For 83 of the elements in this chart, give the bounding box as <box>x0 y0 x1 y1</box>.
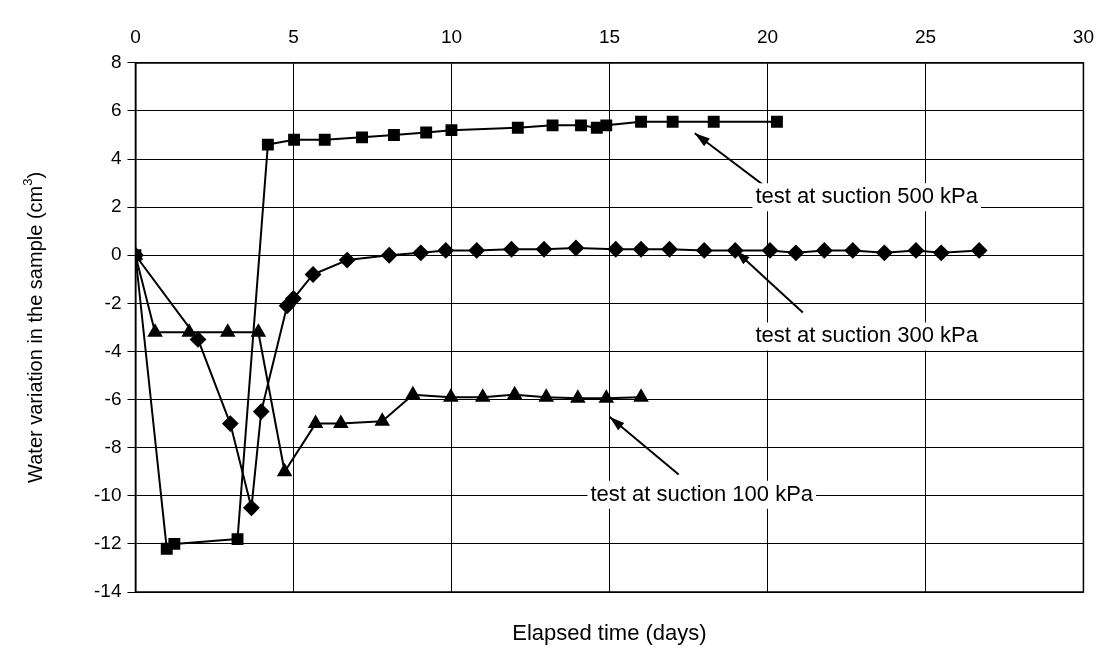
point <box>787 244 804 261</box>
point <box>567 240 584 257</box>
point <box>251 324 266 337</box>
point <box>277 463 292 477</box>
point <box>971 242 988 259</box>
point <box>475 389 490 402</box>
y-tick-label: -14 <box>93 580 122 602</box>
point <box>243 499 260 516</box>
point <box>420 126 433 139</box>
point <box>727 242 744 259</box>
point <box>308 415 323 429</box>
x-tick-label: 10 <box>440 25 463 47</box>
point <box>220 324 235 337</box>
y-tick-label: -4 <box>104 339 122 361</box>
annotation: test at suction 500 kPa <box>755 183 979 209</box>
y-tick-label: -10 <box>93 484 122 506</box>
point <box>231 533 244 546</box>
y-tick-label: -8 <box>104 435 122 457</box>
point <box>468 242 485 259</box>
y-tick-label: 6 <box>110 99 122 121</box>
x-tick-label: 25 <box>914 25 937 47</box>
point <box>222 415 239 432</box>
point <box>285 290 302 307</box>
point <box>356 131 368 144</box>
point <box>600 119 613 132</box>
point <box>190 331 207 348</box>
point <box>575 119 587 132</box>
point <box>633 241 650 258</box>
point <box>539 389 554 402</box>
point <box>412 244 429 261</box>
point <box>375 413 390 426</box>
point <box>288 133 301 146</box>
point <box>503 241 520 258</box>
annotation: test at suction 100 kPa <box>590 480 814 506</box>
point <box>305 266 322 283</box>
annotation: test at suction 300 kPa <box>755 322 979 348</box>
point <box>333 415 348 429</box>
point <box>876 244 893 261</box>
point <box>437 242 454 259</box>
y-tick-label: -12 <box>93 532 122 554</box>
point <box>696 242 713 259</box>
point <box>318 133 331 146</box>
point <box>445 124 458 137</box>
point <box>168 537 181 550</box>
y-axis-title: Water variation in the sample (cm3) <box>19 171 46 483</box>
point <box>511 121 524 134</box>
point <box>907 242 924 259</box>
point <box>635 115 647 128</box>
point <box>607 241 624 258</box>
x-tick-label: 15 <box>598 25 621 47</box>
point <box>443 389 458 402</box>
y-tick-label: 0 <box>110 243 122 265</box>
y-tick-label: -6 <box>104 387 122 409</box>
point <box>633 389 649 402</box>
x-axis-title: Elapsed time (days) <box>512 620 707 646</box>
point <box>666 115 679 128</box>
x-tick-label: 0 <box>130 25 141 47</box>
point <box>770 115 783 128</box>
point <box>147 324 163 337</box>
point <box>261 138 274 151</box>
y-tick-label: 4 <box>110 147 122 169</box>
y-tick-label: 8 <box>110 51 122 73</box>
x-tick-label: 30 <box>1072 25 1094 47</box>
point <box>599 390 614 403</box>
point <box>536 241 553 258</box>
y-tick-label: -2 <box>104 291 122 313</box>
point <box>844 242 861 259</box>
point <box>933 244 950 261</box>
x-tick-label: 20 <box>756 25 779 47</box>
point <box>339 252 356 269</box>
point <box>570 390 585 403</box>
point <box>507 386 522 400</box>
point <box>387 129 400 141</box>
point <box>381 247 398 264</box>
x-tick-label: 5 <box>288 25 299 47</box>
point <box>707 115 720 128</box>
point <box>405 386 420 400</box>
point <box>546 119 559 132</box>
point <box>761 242 778 259</box>
point <box>661 241 678 258</box>
point <box>816 242 833 259</box>
y-tick-label: 2 <box>110 195 122 217</box>
point <box>253 403 270 420</box>
